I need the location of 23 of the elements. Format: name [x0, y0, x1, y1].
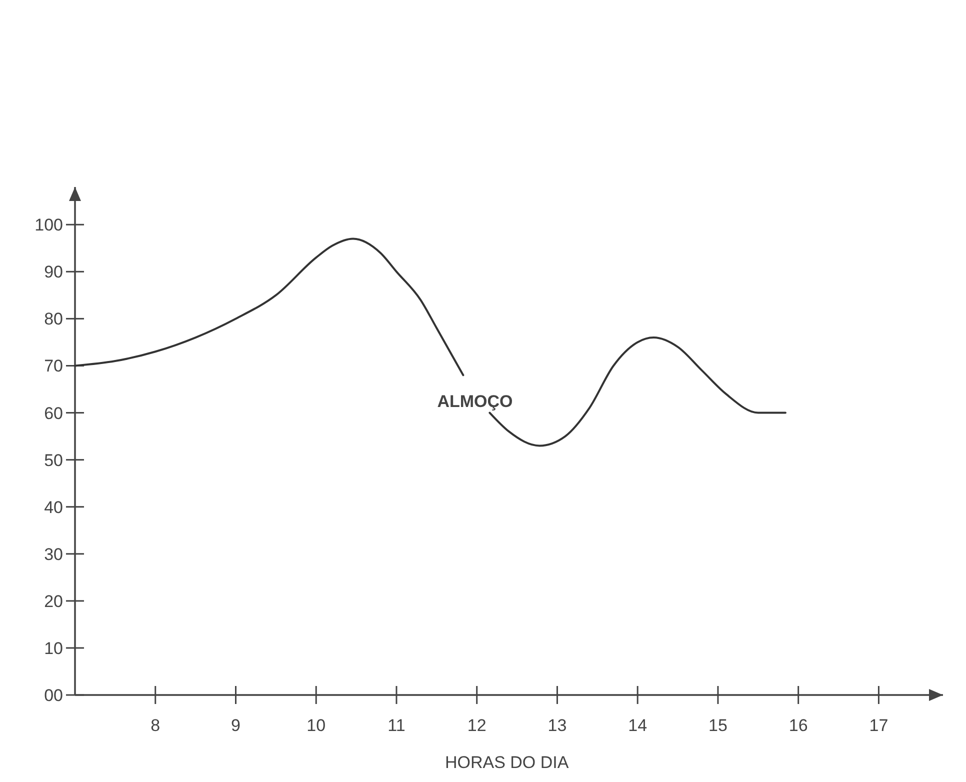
y-tick-label: 70	[44, 356, 63, 376]
x-tick-label: 10	[306, 716, 326, 735]
y-tick-label: 100	[34, 216, 63, 235]
x-tick-label: 13	[548, 716, 567, 735]
x-tick-label: 15	[708, 716, 728, 735]
y-tick-label: 20	[44, 592, 63, 611]
y-tick-label: 90	[44, 262, 63, 282]
annotation: ALMOÇO	[437, 392, 513, 411]
x-tick-label: 12	[467, 716, 486, 735]
x-tick-label: 17	[869, 716, 888, 735]
y-tick-label: 60	[44, 404, 63, 423]
x-tick-label: 9	[231, 716, 240, 735]
y-tick-label: 10	[44, 638, 63, 658]
y-tick-label: 50	[44, 450, 63, 470]
y-tick-label: 80	[44, 310, 63, 329]
y-tick-label: 00	[44, 686, 63, 705]
y-tick-label: 30	[44, 544, 63, 564]
x-axis-title: HORAS DO DIA	[444, 753, 570, 772]
x-tick-label: 11	[388, 716, 406, 735]
x-tick-label: 14	[628, 716, 648, 735]
x-tick-label: 8	[150, 716, 160, 735]
x-tick-label: 16	[788, 716, 808, 735]
y-tick-label: 40	[44, 498, 63, 517]
